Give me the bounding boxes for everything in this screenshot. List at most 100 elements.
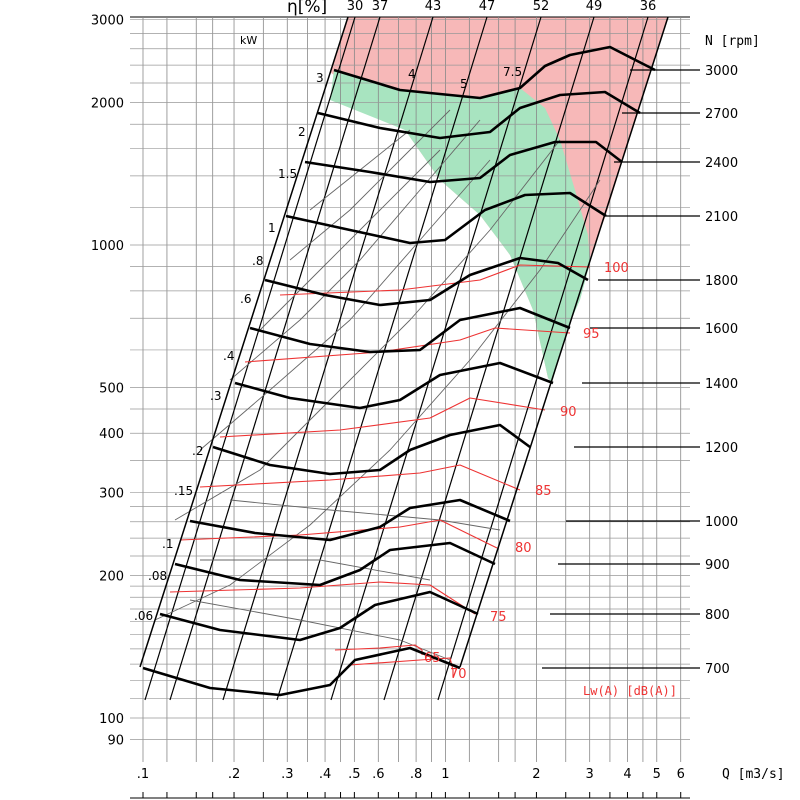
- band-outline: [139, 16, 700, 669]
- y-tick-label: 2000: [91, 97, 124, 112]
- power-value: 1: [268, 221, 276, 235]
- sound-line: [199, 464, 521, 491]
- power-value: 1.5: [278, 167, 297, 181]
- y-tick-label: 1000: [91, 239, 124, 254]
- power-value: .08: [148, 569, 167, 583]
- efficiency-value: 47: [479, 0, 496, 14]
- efficiency-line: [144, 16, 356, 701]
- system-curve: [189, 599, 451, 661]
- x-axis-label: Q [m3/s]: [722, 767, 785, 782]
- y-tick-label: 3000: [91, 13, 124, 28]
- x-tick-label: .3: [281, 767, 293, 782]
- efficiency-value: 37: [372, 0, 389, 14]
- sound-line: [219, 397, 546, 438]
- x-tick-label: .6: [372, 767, 384, 782]
- band-right-edge: [459, 16, 669, 668]
- efficiency-line: [276, 16, 488, 701]
- x-tick-label: 1: [441, 767, 449, 782]
- efficiency-value: 30: [347, 0, 364, 14]
- x-tick-label: 4: [623, 767, 631, 782]
- speed-value: 800: [705, 608, 730, 623]
- y-tick-label: 500: [99, 381, 124, 396]
- speed-value: 1600: [705, 322, 738, 337]
- power-value: .8: [252, 254, 263, 268]
- sound-line: [244, 327, 571, 363]
- sound-line: [349, 657, 454, 677]
- speed-value: 1000: [705, 515, 738, 530]
- speed-value: 3000: [705, 64, 738, 79]
- speed-value: 1200: [705, 441, 738, 456]
- band-left-edge: [139, 16, 349, 668]
- system-curve: [199, 159, 491, 451]
- sound-line: [169, 581, 476, 615]
- chart-labels: η[%] N [rpm] Q [m3/s] Lw(A) [dB(A)] kW .…: [91, 0, 785, 782]
- efficiency-line: [169, 16, 381, 701]
- sound-value: 95: [583, 327, 600, 342]
- speed-axis-label: N [rpm]: [705, 34, 760, 49]
- fan-curve: [189, 498, 511, 542]
- y-tick-label: 100: [99, 712, 124, 727]
- speed-value: 700: [705, 662, 730, 677]
- speed-value: 2100: [705, 210, 738, 225]
- fan-curve: [249, 306, 571, 354]
- fan-curve: [264, 256, 589, 307]
- x-tick-label: .4: [319, 767, 331, 782]
- power-value: 2: [298, 125, 306, 139]
- y-tick-label: 200: [99, 570, 124, 585]
- x-tick-label: 6: [677, 767, 685, 782]
- system-curve: [200, 559, 431, 581]
- x-tick-label: 3: [586, 767, 594, 782]
- x-tick-label: .2: [228, 767, 240, 782]
- system-curve: [174, 139, 561, 521]
- x-tick-label: 2: [532, 767, 540, 782]
- power-value: 7.5: [503, 65, 522, 79]
- speed-value: 1800: [705, 274, 738, 289]
- fan-curve: [159, 590, 479, 642]
- fan-curve: [212, 423, 531, 476]
- sound-line: [179, 519, 498, 549]
- sound-level-lines: [169, 264, 591, 677]
- fan-curve: [317, 90, 641, 140]
- power-value: .6: [240, 292, 251, 306]
- system-curves: [154, 109, 601, 661]
- system-curve: [154, 179, 601, 621]
- efficiency-value: 36: [640, 0, 657, 14]
- efficiency-value: 43: [425, 0, 442, 14]
- sound-value: 90: [560, 405, 577, 420]
- x-tick-label: 5: [653, 767, 661, 782]
- fan-curve: [174, 541, 496, 587]
- efficiency-value: 49: [586, 0, 603, 14]
- sound-value: 75: [490, 610, 507, 625]
- sound-value: 100: [604, 261, 629, 276]
- speed-value: 2700: [705, 107, 738, 122]
- fan-curve: [142, 646, 461, 697]
- sound-value: 70: [450, 667, 467, 682]
- power-value: .06: [134, 609, 153, 623]
- x-tick-label: .1: [137, 767, 149, 782]
- x-tick-label: .8: [410, 767, 422, 782]
- power-value: .15: [174, 484, 193, 498]
- x-tick-label: .5: [348, 767, 360, 782]
- system-curve: [229, 499, 501, 531]
- sound-value: 80: [515, 541, 532, 556]
- fan-curve: [333, 45, 656, 100]
- y-tick-label: 400: [99, 427, 124, 442]
- sound-value: 65: [424, 651, 441, 666]
- fan-curve: [304, 140, 623, 184]
- eta-label: η[%]: [287, 0, 327, 17]
- efficiency-line: [437, 16, 649, 701]
- speed-value: 2400: [705, 156, 738, 171]
- sound-label: Lw(A) [dB(A)]: [583, 684, 677, 698]
- power-value: 5: [460, 77, 468, 91]
- power-value: 3: [316, 71, 324, 85]
- power-value: .3: [210, 389, 221, 403]
- efficiency-value: 52: [533, 0, 550, 14]
- power-value: 4: [408, 67, 416, 81]
- speed-value: 1400: [705, 377, 738, 392]
- y-tick-label: 300: [99, 486, 124, 501]
- system-curve: [229, 119, 481, 381]
- sound-value: 85: [535, 484, 552, 499]
- fan-curve: [234, 361, 554, 410]
- fan-curves: [142, 45, 656, 697]
